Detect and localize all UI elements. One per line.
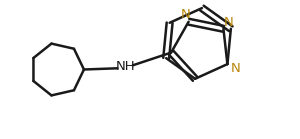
Text: N: N — [181, 8, 190, 21]
Text: NH: NH — [115, 60, 135, 73]
Text: N: N — [230, 62, 240, 75]
Text: N: N — [224, 16, 233, 29]
